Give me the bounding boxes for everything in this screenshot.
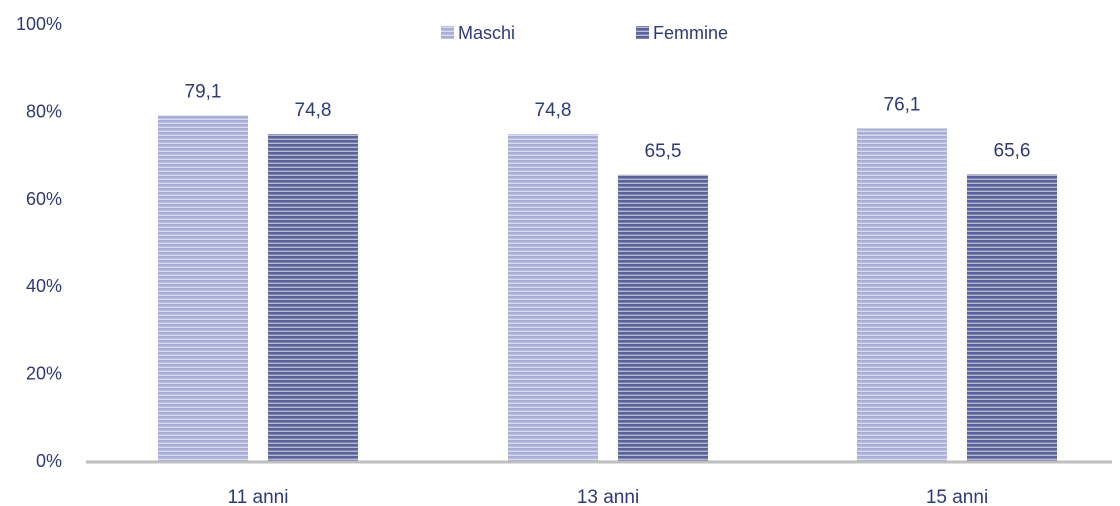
x-tick-label: 13 anni <box>577 487 639 506</box>
legend-swatch <box>636 26 649 39</box>
y-tick-label: 40% <box>26 276 62 296</box>
data-label: 74,8 <box>535 100 572 121</box>
legend-label: Femmine <box>653 23 728 43</box>
data-label: 65,6 <box>994 140 1031 161</box>
data-label: 79,1 <box>185 81 222 102</box>
data-label: 74,8 <box>295 100 332 121</box>
data-labels: 79,1 74,8 74,8 65,5 76,1 65,6 <box>185 81 1031 161</box>
legend: Maschi Femmine <box>441 23 728 43</box>
bar-femmine-2 <box>618 174 708 461</box>
y-tick-label: 60% <box>26 189 62 209</box>
y-tick-label: 100% <box>16 14 62 34</box>
data-label: 76,1 <box>884 94 921 115</box>
legend-swatch <box>441 26 454 39</box>
x-tick-label: 15 anni <box>926 487 988 506</box>
data-label: 65,5 <box>645 141 682 162</box>
legend-label: Maschi <box>458 23 515 43</box>
legend-item-maschi: Maschi <box>441 23 515 43</box>
bar-femmine-3 <box>967 174 1057 461</box>
bars <box>158 115 1057 461</box>
bar-maschi-3 <box>857 128 947 461</box>
bar-maschi-1 <box>158 115 248 461</box>
legend-item-femmine: Femmine <box>636 23 728 43</box>
x-axis: 11 anni 13 anni 15 anni <box>86 460 1112 506</box>
bar-maschi-2 <box>508 134 598 461</box>
y-tick-label: 0% <box>36 451 62 471</box>
bar-femmine-1 <box>268 134 358 461</box>
y-axis: 0% 20% 40% 60% 80% 100% <box>16 14 62 471</box>
x-tick-label: 11 anni <box>228 487 289 506</box>
y-tick-label: 20% <box>26 364 62 384</box>
y-tick-label: 80% <box>26 101 62 121</box>
